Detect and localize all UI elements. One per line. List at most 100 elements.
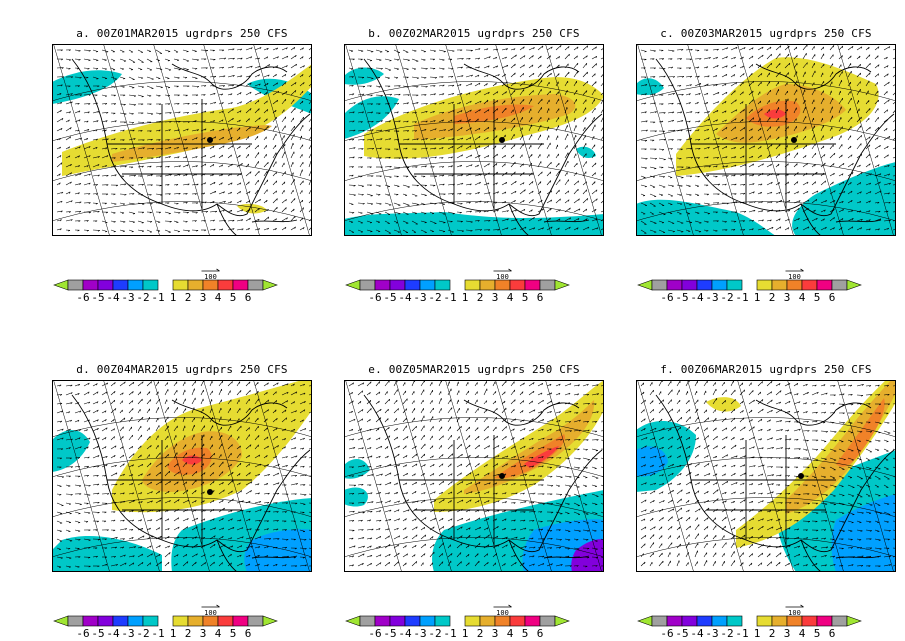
anomaly-region-1 <box>52 535 162 572</box>
colorbar-box-9 <box>786 615 803 627</box>
colorbar-tick-label: 6 <box>245 627 252 640</box>
anomaly-map <box>344 44 604 236</box>
colorbar-tick-label: -5 <box>383 627 396 640</box>
colorbar-tick-label: 5 <box>230 291 237 304</box>
colorbar-tick-label: -3 <box>705 291 718 304</box>
colorbar-arrow-high <box>554 615 570 627</box>
colorbar-box-11 <box>524 279 541 291</box>
colorbar: -6 -5 -4 -3 -2 -1 1 2 3 4 5 6 100 <box>637 604 862 640</box>
colorbar-box-11 <box>524 615 541 627</box>
colorbar-box-12 <box>539 615 556 627</box>
colorbar-box-2 <box>97 615 114 627</box>
colorbar-box-3 <box>696 279 713 291</box>
colorbar: -6 -5 -4 -3 -2 -1 1 2 3 4 5 6 100 <box>637 268 862 304</box>
colorbar-arrow-low <box>345 279 361 291</box>
colorbar-arrow-high <box>262 279 278 291</box>
colorbar-box-12 <box>831 615 848 627</box>
colorbar-box-11 <box>232 279 249 291</box>
colorbar-tick-label: -1 <box>151 291 164 304</box>
colorbar-box-11 <box>816 615 833 627</box>
panel-title: c. 00Z03MAR2015 ugrdprs 250 CFS <box>660 27 872 40</box>
colorbar-tick-label: 3 <box>492 291 499 304</box>
colorbar-box-10 <box>509 615 526 627</box>
colorbar-tick-label: 4 <box>507 291 514 304</box>
panel-title: e. 00Z05MAR2015 ugrdprs 250 CFS <box>368 363 580 376</box>
colorbar-tick-label: -2 <box>720 291 733 304</box>
colorbar-tick-label: 6 <box>829 291 836 304</box>
colorbar-box-1 <box>374 615 391 627</box>
colorbar-tick-label: 1 <box>170 291 177 304</box>
colorbar-box-3 <box>112 279 129 291</box>
colorbar-box-2 <box>389 279 406 291</box>
anomaly-region-7 <box>494 434 565 479</box>
anomaly-region-2 <box>62 64 312 176</box>
colorbar-box-9 <box>202 279 219 291</box>
anomaly-region-1 <box>344 487 368 507</box>
colorbar-tick-label: -2 <box>720 627 733 640</box>
anomaly-region-4 <box>571 539 604 572</box>
map-frame <box>52 44 312 236</box>
colorbar-box-10 <box>217 615 234 627</box>
coastlines <box>655 394 895 572</box>
map-panel-f: f. 00Z06MAR2015 ugrdprs 250 CFS -6 -5 -4 -3-… <box>636 363 896 640</box>
colorbar-tick-label: 2 <box>185 291 192 304</box>
panel-title: f. 00Z06MAR2015 ugrdprs 250 CFS <box>660 363 872 376</box>
colorbar-tick-label: -6 <box>660 291 673 304</box>
station-marker <box>207 137 213 143</box>
ref-vector-label: 100 <box>204 273 217 281</box>
colorbar-box-7 <box>464 279 481 291</box>
map-frame <box>344 380 604 572</box>
anomaly-region-4 <box>237 203 267 214</box>
colorbar-box-2 <box>97 279 114 291</box>
anomaly-region-6 <box>576 146 596 158</box>
colorbar-box-1 <box>666 615 683 627</box>
colorbar-box-0 <box>67 615 84 627</box>
coastlines <box>363 394 603 572</box>
anomaly-region-0 <box>344 458 370 479</box>
colorbar-box-7 <box>756 615 773 627</box>
colorbar-tick-label: -1 <box>443 627 456 640</box>
colorbar-tick-label: -4 <box>106 627 120 640</box>
colorbar-box-4 <box>711 615 728 627</box>
colorbar-box-9 <box>202 615 219 627</box>
colorbar-tick-label: 4 <box>215 627 222 640</box>
colorbar-tick-label: -3 <box>121 291 134 304</box>
map-frame <box>636 44 896 236</box>
colorbar-tick-label: -6 <box>368 627 381 640</box>
colorbar-box-3 <box>696 615 713 627</box>
wind-vectors <box>640 44 896 234</box>
anomaly-region-0 <box>52 70 122 104</box>
colorbar-tick-label: 5 <box>814 291 821 304</box>
colorbar-arrow-low <box>53 615 69 627</box>
colorbar-tick-label: -1 <box>735 291 748 304</box>
colorbar-box-0 <box>359 279 376 291</box>
colorbar-arrow-high <box>262 615 278 627</box>
coastlines <box>363 58 603 236</box>
wind-vectors <box>56 46 312 233</box>
colorbar-box-7 <box>756 279 773 291</box>
colorbar-tick-label: 4 <box>799 291 806 304</box>
map-panel-c: c. 00Z03MAR2015 ugrdprs 250 CFS -6 -5 -4 -3-… <box>636 27 896 304</box>
colorbar-box-11 <box>816 279 833 291</box>
colorbar-box-5 <box>142 279 159 291</box>
colorbar-tick-label: 2 <box>477 627 484 640</box>
colorbar-box-4 <box>419 279 436 291</box>
colorbar-tick-label: 5 <box>814 627 821 640</box>
colorbar-tick-label: -5 <box>91 291 104 304</box>
colorbar-box-2 <box>681 279 698 291</box>
colorbar-tick-label: -3 <box>121 627 134 640</box>
graticule <box>636 44 896 236</box>
colorbar-tick-label: -2 <box>428 291 441 304</box>
colorbar-box-7 <box>172 279 189 291</box>
colorbar-box-3 <box>404 615 421 627</box>
colorbar: -6 -5 -4 -3 -2 -1 1 2 3 4 5 6 100 <box>53 604 278 640</box>
colorbar-arrow-high <box>554 279 570 291</box>
colorbar-box-3 <box>112 615 129 627</box>
ref-vector-label: 100 <box>496 609 509 617</box>
map-panel-e: e. 00Z05MAR2015 ugrdprs 250 CFS -6 -5 -4 -3-… <box>344 363 604 640</box>
colorbar-tick-label: -5 <box>675 627 688 640</box>
map-panel-b: b. 00Z02MAR2015 ugrdprs 250 CFS -6 -5 -4 -3-… <box>344 27 604 304</box>
graticule <box>344 44 604 236</box>
ref-vector-label: 100 <box>496 273 509 281</box>
coastlines <box>71 58 311 236</box>
